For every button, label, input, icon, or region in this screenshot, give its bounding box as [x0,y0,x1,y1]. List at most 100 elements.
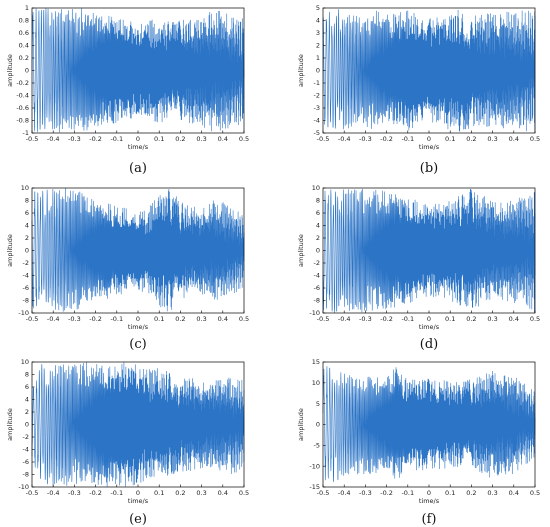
x-tick-label: 0.5 [239,489,249,497]
x-tick-label: 0.2 [466,489,476,497]
y-tick-label: 2 [316,42,320,50]
y-tick-label: 5 [316,400,320,408]
y-tick-label: -3 [314,104,320,112]
x-tick-label: -0.2 [89,315,102,323]
x-tick-label: 0.2 [466,315,476,323]
y-tick-label: -8 [23,471,29,479]
x-tick-label: 0.5 [530,135,540,143]
x-tick-label: 0.4 [218,315,228,323]
y-tick-label: 1 [316,54,320,62]
y-tick-label: -8 [23,297,29,305]
x-tick-label: 0.1 [445,315,455,323]
y-tick-label: 8 [25,371,29,379]
x-tick-label: 0.1 [445,135,455,143]
y-tick-label: 15 [312,358,320,366]
x-tick-label: 0.1 [154,315,164,323]
y-axis-label: amplitude [6,408,14,441]
x-tick-label: -0.3 [68,135,81,143]
y-tick-label: 5 [316,4,320,12]
x-tick-label: 0 [427,135,431,143]
x-tick-label: -0.5 [26,315,39,323]
y-tick-label: -0.2 [16,79,29,87]
signal-line [31,8,245,133]
x-tick-label: 0.4 [218,489,228,497]
panel-caption: (c) [129,337,146,352]
panel-a: -0.5 -0.4 -0.3 -0.2 -0.1 0 0.1 0.2 0.3 0.4 0.5 -1 -0… [6,4,249,176]
x-tick-label: 0.2 [466,135,476,143]
x-tick-label: -0.5 [26,489,39,497]
signal-line [322,188,536,313]
y-tick-label: 2 [25,234,29,242]
x-tick-label: -0.4 [47,135,60,143]
x-axis-label: time/s [128,323,149,331]
y-tick-label: 10 [312,184,320,192]
x-axis-label: time/s [419,497,440,505]
x-tick-label: -0.1 [401,135,414,143]
x-tick-label: -0.4 [47,315,60,323]
y-tick-label: 6 [316,209,320,217]
panel-f: -0.5 -0.4 -0.3 -0.2 -0.1 0 0.1 0.2 0.3 0.4 0.5 -15 -… [297,358,540,527]
x-axis-label: time/s [128,143,149,151]
y-tick-label: 4 [25,222,29,230]
x-tick-label: -0.1 [110,315,123,323]
y-tick-label: -2 [314,259,320,267]
y-tick-label: -4 [23,446,29,454]
x-axis-label: time/s [419,323,440,331]
x-tick-label: -0.5 [26,135,39,143]
y-tick-label: -4 [314,117,320,125]
y-tick-label: -1 [23,129,29,137]
x-tick-label: 0.4 [509,489,519,497]
y-tick-label: 0.6 [19,29,29,37]
x-tick-label: -0.1 [110,489,123,497]
y-tick-label: 8 [25,197,29,205]
y-tick-label: 0 [25,247,29,255]
y-tick-label: 10 [21,184,29,192]
panel-caption: (f) [422,512,437,527]
x-tick-label: -0.4 [338,135,351,143]
y-tick-label: -2 [23,259,29,267]
x-axis-label: time/s [419,143,440,151]
y-tick-label: -10 [18,483,29,491]
signal-line [31,362,245,487]
y-tick-label: -5 [314,442,320,450]
y-tick-label: 0 [25,67,29,75]
panel-d: -0.5 -0.4 -0.3 -0.2 -0.1 0 0.1 0.2 0.3 0.4 0.5 -10 -… [297,184,540,352]
y-axis-label: amplitude [297,54,305,87]
y-tick-label: 10 [21,358,29,366]
y-tick-label: 8 [316,197,320,205]
y-axis-label: amplitude [6,54,14,87]
x-tick-label: -0.4 [338,315,351,323]
y-axis-label: amplitude [297,408,305,441]
x-tick-label: 0.3 [487,489,497,497]
x-tick-label: -0.1 [401,315,414,323]
y-tick-label: -10 [309,462,320,470]
signal-line [31,187,245,312]
x-tick-label: 0.2 [175,135,185,143]
x-tick-label: -0.4 [47,489,60,497]
y-axis-label: amplitude [6,234,14,267]
x-tick-label: 0.1 [445,489,455,497]
y-tick-label: 0.4 [19,42,29,50]
x-tick-label: 0.5 [239,135,249,143]
panel-caption: (d) [420,337,438,352]
x-tick-label: -0.3 [68,489,81,497]
y-tick-label: -1 [314,79,320,87]
panel-b: -0.5 -0.4 -0.3 -0.2 -0.1 0 0.1 0.2 0.3 0.4 0.5 -5 -4… [297,4,540,176]
x-tick-label: 0.5 [530,489,540,497]
x-tick-label: -0.1 [401,489,414,497]
x-tick-label: 0.5 [530,315,540,323]
x-tick-label: -0.4 [338,489,351,497]
panel-caption: (a) [129,161,147,176]
x-tick-label: -0.5 [317,489,330,497]
panel-caption: (e) [129,512,147,527]
x-tick-label: 0.4 [509,315,519,323]
x-tick-label: -0.5 [317,315,330,323]
x-tick-label: 0.1 [154,489,164,497]
y-axis-label: amplitude [297,234,305,267]
y-tick-label: 2 [316,234,320,242]
y-tick-label: -4 [314,272,320,280]
y-tick-label: 6 [25,383,29,391]
x-tick-label: -0.3 [359,315,372,323]
x-tick-label: 0.3 [487,315,497,323]
